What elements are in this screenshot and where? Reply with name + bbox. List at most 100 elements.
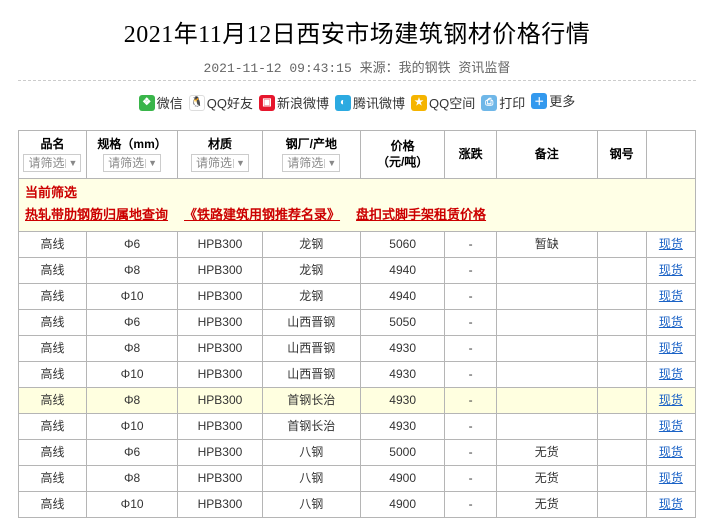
cell-plant: 山西晋钢 bbox=[262, 336, 360, 362]
cell-name: 高线 bbox=[19, 258, 87, 284]
cell-price: 5060 bbox=[360, 232, 444, 258]
qzone-icon: ★ bbox=[411, 95, 427, 111]
cell-plant: 龙钢 bbox=[262, 232, 360, 258]
share-label: 新浪微博 bbox=[277, 93, 329, 112]
cell-note: 无货 bbox=[496, 440, 597, 466]
spot-link[interactable]: 现货 bbox=[659, 263, 683, 277]
cell-mat: HPB300 bbox=[178, 362, 262, 388]
share-wechat[interactable]: ❖微信 bbox=[139, 93, 183, 112]
table-header-row: 品名请筛选▼规格（mm）请筛选▼材质请筛选▼钢厂/产地请筛选▼价格 （元/吨）涨… bbox=[19, 131, 696, 179]
cell-mat: HPB300 bbox=[178, 336, 262, 362]
cell-num bbox=[597, 336, 646, 362]
cell-plant: 龙钢 bbox=[262, 284, 360, 310]
table-row: 高线Φ8HPB300山西晋钢4930-现货 bbox=[19, 336, 696, 362]
filter-placeholder: 请筛选 bbox=[287, 156, 323, 172]
table-row: 高线Φ10HPB300龙钢4940-现货 bbox=[19, 284, 696, 310]
cell-price: 4930 bbox=[360, 388, 444, 414]
spot-link[interactable]: 现货 bbox=[659, 367, 683, 381]
filter-placeholder: 请筛选 bbox=[28, 156, 64, 172]
meta-source-suffix: 资讯监督 bbox=[451, 61, 511, 76]
cell-tail: 现货 bbox=[646, 232, 695, 258]
cell-mat: HPB300 bbox=[178, 492, 262, 518]
page-title: 2021年11月12日西安市场建筑钢材价格行情 bbox=[18, 14, 696, 49]
article-meta: 2021-11-12 09:43:15 来源：我的钢铁 资讯监督 bbox=[18, 57, 696, 76]
col-header-plant: 钢厂/产地请筛选▼ bbox=[262, 131, 360, 179]
cell-mat: HPB300 bbox=[178, 310, 262, 336]
cell-plant: 山西晋钢 bbox=[262, 310, 360, 336]
cell-mat: HPB300 bbox=[178, 466, 262, 492]
table-row: 高线Φ6HPB300龙钢5060-暂缺现货 bbox=[19, 232, 696, 258]
cell-name: 高线 bbox=[19, 310, 87, 336]
filter-mat[interactable]: 请筛选▼ bbox=[191, 154, 249, 172]
banner-link-1[interactable]: 《铁路建筑用钢推荐名录》 bbox=[184, 207, 340, 222]
cell-num bbox=[597, 440, 646, 466]
cell-tail: 现货 bbox=[646, 492, 695, 518]
spot-link[interactable]: 现货 bbox=[659, 445, 683, 459]
cell-num bbox=[597, 466, 646, 492]
table-head: 品名请筛选▼规格（mm）请筛选▼材质请筛选▼钢厂/产地请筛选▼价格 （元/吨）涨… bbox=[19, 131, 696, 179]
share-label: 微信 bbox=[157, 93, 183, 112]
cell-name: 高线 bbox=[19, 284, 87, 310]
share-qq[interactable]: 🐧QQ好友 bbox=[189, 93, 253, 112]
cell-spec: Φ10 bbox=[86, 492, 177, 518]
cell-price: 4900 bbox=[360, 492, 444, 518]
share-label: 打印 bbox=[499, 93, 525, 112]
spot-link[interactable]: 现货 bbox=[659, 237, 683, 251]
cell-note bbox=[496, 388, 597, 414]
cell-chg: - bbox=[445, 232, 497, 258]
filter-spec[interactable]: 请筛选▼ bbox=[103, 154, 161, 172]
cell-price: 4930 bbox=[360, 362, 444, 388]
cell-chg: - bbox=[445, 336, 497, 362]
cell-mat: HPB300 bbox=[178, 414, 262, 440]
cell-note bbox=[496, 258, 597, 284]
cell-chg: - bbox=[445, 440, 497, 466]
share-weibo[interactable]: ▣新浪微博 bbox=[259, 93, 329, 112]
share-tqq[interactable]: ◐腾讯微博 bbox=[335, 93, 405, 112]
cell-num bbox=[597, 310, 646, 336]
table-row: 高线Φ6HPB300八钢5000-无货现货 bbox=[19, 440, 696, 466]
spot-link[interactable]: 现货 bbox=[659, 315, 683, 329]
col-header-mat: 材质请筛选▼ bbox=[178, 131, 262, 179]
spot-link[interactable]: 现货 bbox=[659, 289, 683, 303]
cell-chg: - bbox=[445, 388, 497, 414]
spot-link[interactable]: 现货 bbox=[659, 393, 683, 407]
share-label: QQ好友 bbox=[207, 93, 253, 112]
cell-plant: 八钢 bbox=[262, 492, 360, 518]
col-header-spec: 规格（mm）请筛选▼ bbox=[86, 131, 177, 179]
filter-plant[interactable]: 请筛选▼ bbox=[282, 154, 340, 172]
cell-num bbox=[597, 362, 646, 388]
banner-link-0[interactable]: 热轧带肋钢筋归属地查询 bbox=[25, 207, 168, 222]
cell-price: 4940 bbox=[360, 284, 444, 310]
cell-plant: 龙钢 bbox=[262, 258, 360, 284]
cell-note bbox=[496, 310, 597, 336]
spot-link[interactable]: 现货 bbox=[659, 419, 683, 433]
cell-num bbox=[597, 414, 646, 440]
meta-source-link[interactable]: 我的钢铁 bbox=[399, 61, 451, 76]
table-row: 高线Φ10HPB300八钢4900-无货现货 bbox=[19, 492, 696, 518]
tqq-icon: ◐ bbox=[335, 95, 351, 111]
col-header-label: 涨跌 bbox=[459, 147, 483, 163]
cell-tail: 现货 bbox=[646, 362, 695, 388]
cell-note: 无货 bbox=[496, 466, 597, 492]
chevron-down-icon: ▼ bbox=[65, 159, 79, 168]
cell-mat: HPB300 bbox=[178, 440, 262, 466]
cell-name: 高线 bbox=[19, 232, 87, 258]
spot-link[interactable]: 现货 bbox=[659, 497, 683, 511]
cell-tail: 现货 bbox=[646, 310, 695, 336]
current-filter-label: 当前筛选 bbox=[25, 185, 77, 200]
share-print[interactable]: ⎙打印 bbox=[481, 93, 525, 112]
cell-spec: Φ10 bbox=[86, 362, 177, 388]
cell-num bbox=[597, 258, 646, 284]
chevron-down-icon: ▼ bbox=[324, 159, 338, 168]
share-qzone[interactable]: ★QQ空间 bbox=[411, 93, 475, 112]
share-more[interactable]: ＋更多 bbox=[531, 91, 575, 110]
filter-name[interactable]: 请筛选▼ bbox=[23, 154, 81, 172]
cell-tail: 现货 bbox=[646, 440, 695, 466]
cell-chg: - bbox=[445, 284, 497, 310]
banner-link-2[interactable]: 盘扣式脚手架租赁价格 bbox=[356, 207, 486, 222]
spot-link[interactable]: 现货 bbox=[659, 341, 683, 355]
cell-note: 无货 bbox=[496, 492, 597, 518]
table-row: 高线Φ8HPB300龙钢4940-现货 bbox=[19, 258, 696, 284]
cell-price: 4930 bbox=[360, 414, 444, 440]
spot-link[interactable]: 现货 bbox=[659, 471, 683, 485]
